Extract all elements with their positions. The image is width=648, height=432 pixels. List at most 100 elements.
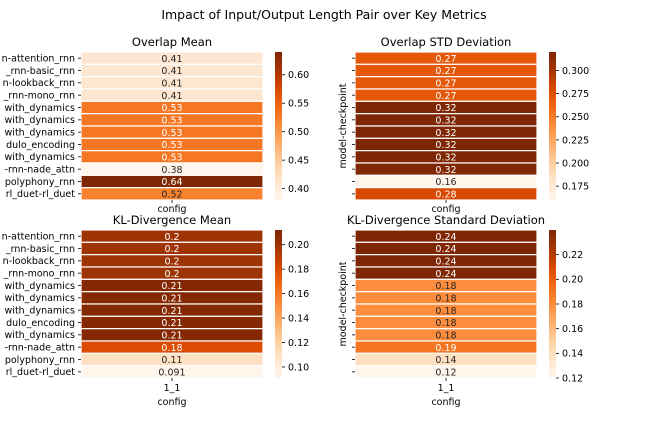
cell-annotation: 0.12 xyxy=(435,367,456,378)
row-label: -rnn-nade_attn xyxy=(5,343,75,354)
cell-annotation: 0.53 xyxy=(161,103,182,114)
row-label: -rnn-nade_attn xyxy=(5,165,75,176)
colorbar-tick-label: 0.12 xyxy=(562,373,583,384)
colorbar-tick-label: 0.20 xyxy=(288,240,309,251)
cell-annotation: 0.53 xyxy=(161,152,182,163)
colorbar-tick-label: 0.300 xyxy=(562,66,589,77)
cell-annotation: 0.27 xyxy=(435,54,456,65)
cell-annotation: 0.24 xyxy=(435,269,456,280)
row-label: dulo_encoding xyxy=(6,140,75,151)
colorbar-tick-label: 0.40 xyxy=(288,184,309,195)
row-label: with_dynamics xyxy=(5,103,76,114)
row-label: rl_duet-rl_duet xyxy=(6,189,76,200)
cell-annotation: 0.41 xyxy=(161,78,182,89)
cell-annotation: 0.16 xyxy=(435,177,456,188)
cell-annotation: 0.21 xyxy=(161,293,182,304)
colorbar-tick-label: 0.20 xyxy=(562,275,583,286)
cell-annotation: 0.18 xyxy=(161,343,182,354)
cell-annotation: 0.27 xyxy=(435,78,456,89)
row-label: _rnn-basic_rnn xyxy=(5,244,75,255)
figure-suptitle: Impact of Input/Output Length Pair over … xyxy=(161,7,486,22)
panel-title: Overlap Mean xyxy=(132,35,212,49)
cell-annotation: 0.19 xyxy=(435,343,456,354)
cell-annotation: 0.2 xyxy=(164,269,179,280)
row-label: _rnn-basic_rnn xyxy=(5,66,75,77)
cell-annotation: 0.18 xyxy=(435,306,456,317)
cell-annotation: 0.2 xyxy=(164,232,179,243)
row-label: _rnn-mono_rnn xyxy=(3,269,75,280)
cell-annotation: 0.38 xyxy=(161,165,182,176)
x-axis-label: config xyxy=(431,397,460,408)
colorbar-tick-label: 0.18 xyxy=(288,265,309,276)
y-axis-label: model-checkpoint xyxy=(338,261,349,346)
colorbar-tick-label: 0.55 xyxy=(288,99,309,110)
heatmap-panel: Overlap Mean 0.41 n-attention_rnn 0.41 _rnn-… xyxy=(2,35,309,215)
x-tick-label: 1_1 xyxy=(438,383,455,394)
panel-title: KL-Divergence Standard Deviation xyxy=(347,213,545,227)
x-axis-label: config xyxy=(157,397,186,408)
cell-annotation: 0.28 xyxy=(435,189,456,200)
cell-annotation: 0.64 xyxy=(161,177,182,188)
colorbar-tick-label: 0.22 xyxy=(562,250,583,261)
cell-annotation: 0.32 xyxy=(435,165,456,176)
row-label: with_dynamics xyxy=(5,128,76,139)
x-axis-label: config xyxy=(431,204,460,215)
cell-annotation: 0.52 xyxy=(161,189,182,200)
cell-annotation: 0.32 xyxy=(435,152,456,163)
row-label: with_dynamics xyxy=(5,281,76,292)
colorbar-tick-label: 0.200 xyxy=(562,158,589,169)
cell-annotation: 0.27 xyxy=(435,66,456,77)
x-tick-label: 1_1 xyxy=(164,383,181,394)
cell-annotation: 0.32 xyxy=(435,115,456,126)
row-label: rl_duet-rl_duet xyxy=(6,367,76,378)
heatmap-panels: Overlap Mean 0.41 n-attention_rnn 0.41 _rnn-… xyxy=(2,35,590,408)
cell-annotation: 0.53 xyxy=(161,115,182,126)
cell-annotation: 0.21 xyxy=(161,306,182,317)
cell-annotation: 0.41 xyxy=(161,66,182,77)
row-label: n-attention_rnn xyxy=(2,54,75,65)
row-label: with_dynamics xyxy=(5,330,76,341)
row-label: with_dynamics xyxy=(5,115,76,126)
cell-annotation: 0.2 xyxy=(164,244,179,255)
y-axis-label: model-checkpoint xyxy=(338,83,349,168)
cell-annotation: 0.21 xyxy=(161,281,182,292)
colorbar-tick-label: 0.14 xyxy=(288,313,309,324)
panel-title: KL-Divergence Mean xyxy=(113,213,231,227)
cell-annotation: 0.32 xyxy=(435,140,456,151)
cell-annotation: 0.18 xyxy=(435,281,456,292)
row-label: with_dynamics xyxy=(5,306,76,317)
row-label: _rnn-mono_rnn xyxy=(3,91,75,102)
cell-annotation: 0.24 xyxy=(435,232,456,243)
colorbar-tick-label: 0.250 xyxy=(562,112,589,123)
cell-annotation: 0.53 xyxy=(161,128,182,139)
cell-annotation: 0.41 xyxy=(161,54,182,65)
row-label: with_dynamics xyxy=(5,293,76,304)
cell-annotation: 0.24 xyxy=(435,256,456,267)
cell-annotation: 0.2 xyxy=(164,256,179,267)
colorbar-tick-label: 0.12 xyxy=(288,338,309,349)
row-label: n-lookback_rnn xyxy=(3,256,75,267)
cell-annotation: 0.41 xyxy=(161,91,182,102)
colorbar xyxy=(549,52,556,200)
colorbar-tick-label: 0.60 xyxy=(288,70,309,81)
row-label: polyphony_rnn xyxy=(5,355,75,366)
colorbar xyxy=(275,52,282,200)
colorbar-tick-label: 0.175 xyxy=(562,182,589,193)
heatmap-panel: Overlap STD Deviation0.270.270.270.270.3… xyxy=(338,35,589,215)
cell-annotation: 0.21 xyxy=(161,318,182,329)
colorbar-tick-label: 0.18 xyxy=(562,299,583,310)
cell-annotation: 0.18 xyxy=(435,293,456,304)
cell-annotation: 0.14 xyxy=(435,355,456,366)
cell-annotation: 0.11 xyxy=(161,355,182,366)
x-axis-label: config xyxy=(157,204,186,215)
cell-annotation: 0.21 xyxy=(161,330,182,341)
row-label: n-lookback_rnn xyxy=(3,78,75,89)
cell-annotation: 0.18 xyxy=(435,318,456,329)
cell-annotation: 0.091 xyxy=(158,367,185,378)
colorbar-tick-label: 0.14 xyxy=(562,349,583,360)
colorbar-tick-label: 0.16 xyxy=(562,324,583,335)
cell-annotation: 0.24 xyxy=(435,244,456,255)
row-label: with_dynamics xyxy=(5,152,76,163)
colorbar xyxy=(549,230,556,378)
